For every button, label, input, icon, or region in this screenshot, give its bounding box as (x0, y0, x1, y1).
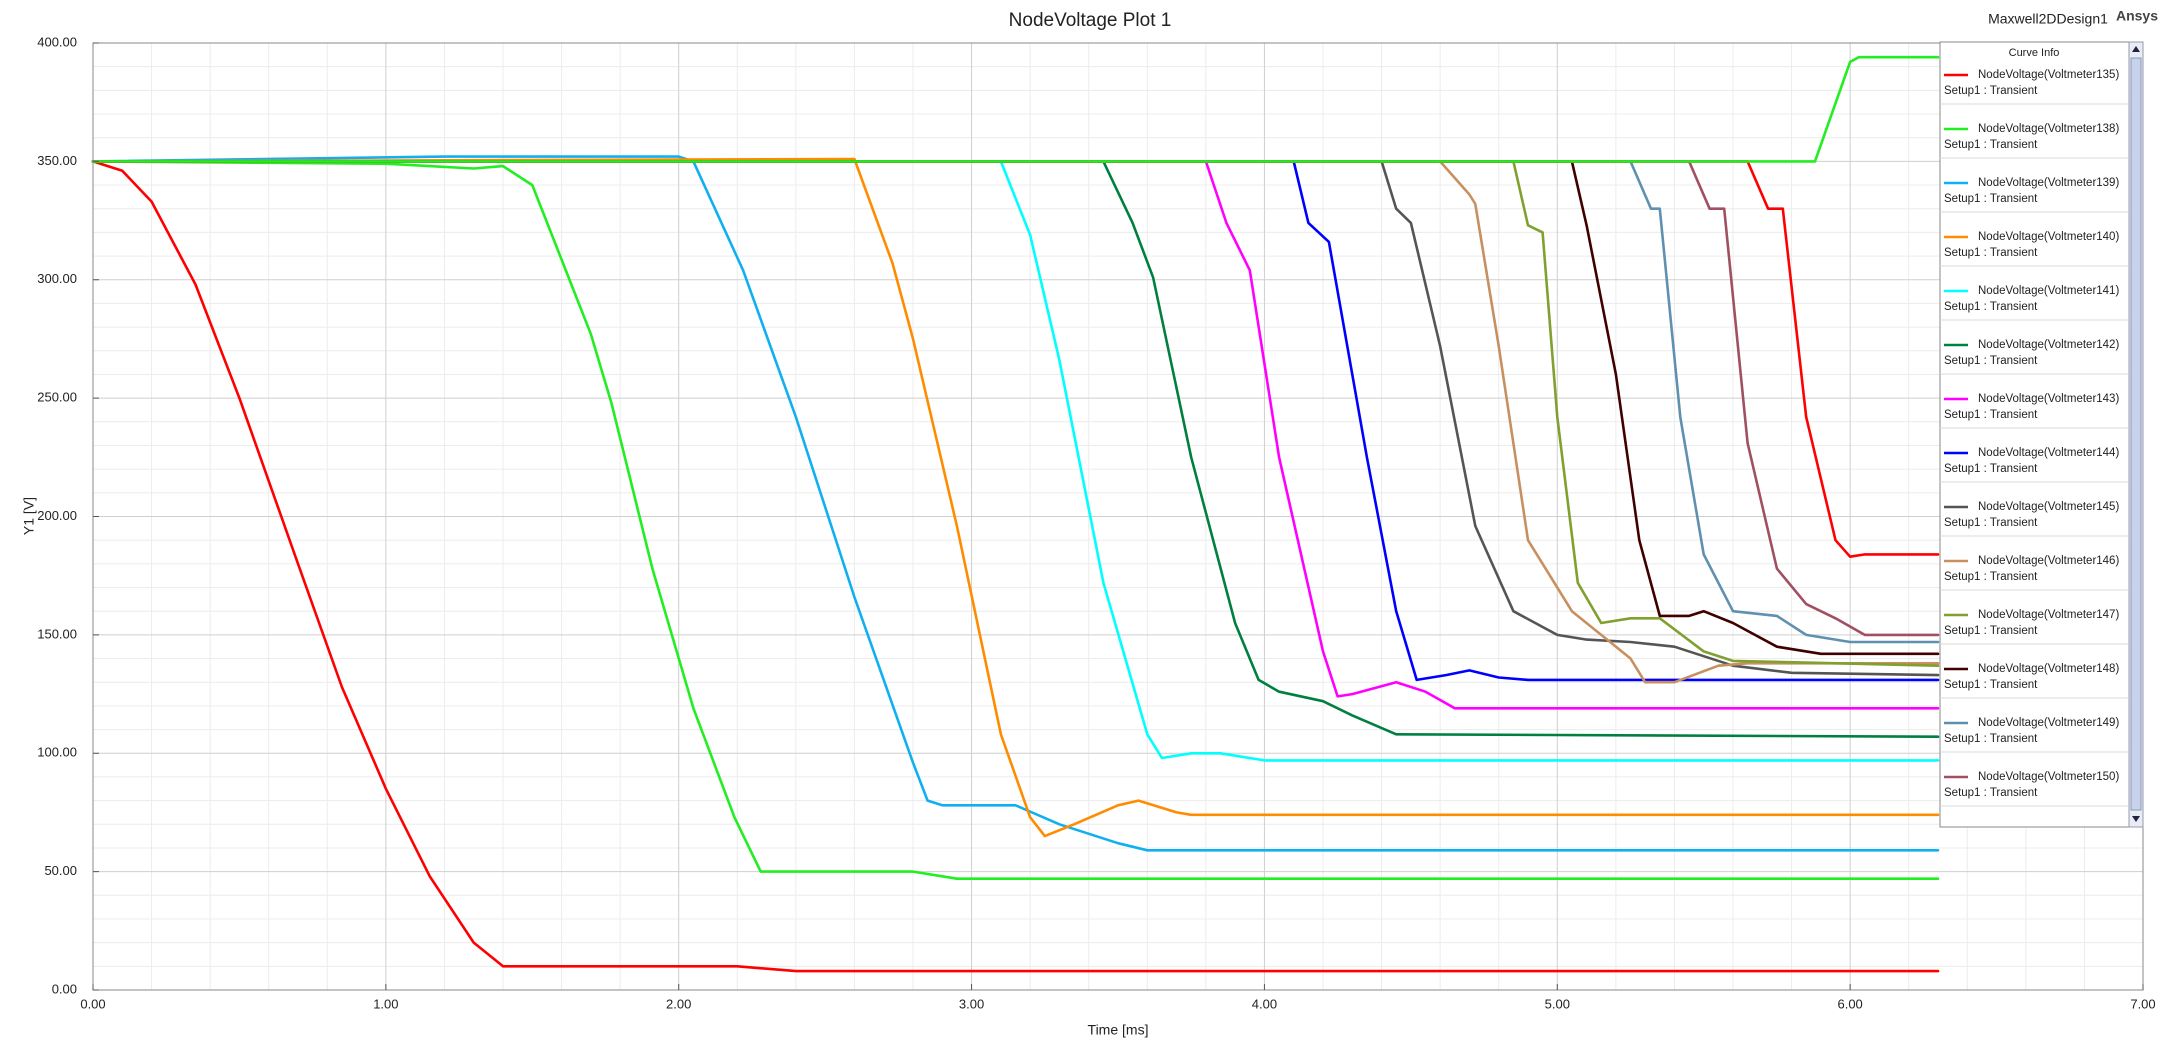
y-tick-label: 0.00 (52, 981, 77, 996)
x-tick-label: 4.00 (1252, 996, 1277, 1011)
series-line (91, 160, 1940, 558)
series-line (91, 160, 1940, 973)
legend-setup: Setup1 : Transient (1944, 571, 2038, 583)
series-line (91, 55, 1940, 163)
legend-setup: Setup1 : Transient (1944, 463, 2038, 475)
series-line (91, 160, 1940, 762)
axes: 0.00 1.00 2.00 3.00 4.00 5.00 6.00 7.00 0.00 50.0… (37, 34, 2155, 1011)
series-line (91, 160, 1940, 880)
legend-label: NodeVoltage(Voltmeter135) (1978, 69, 2119, 81)
series-line (91, 157, 1940, 838)
series-line (91, 160, 1940, 667)
legend-label: NodeVoltage(Voltmeter139) (1978, 177, 2119, 189)
chart-title: NodeVoltage Plot 1 (1009, 10, 1172, 31)
legend-setup: Setup1 : Transient (1944, 355, 2038, 367)
x-tick-label: 5.00 (1545, 996, 1570, 1011)
legend-label: NodeVoltage(Voltmeter140) (1978, 231, 2119, 243)
legend-label: NodeVoltage(Voltmeter143) (1978, 393, 2119, 405)
legend-setup: Setup1 : Transient (1944, 517, 2038, 529)
x-tick-label: 3.00 (959, 996, 984, 1011)
legend-label: NodeVoltage(Voltmeter141) (1978, 285, 2119, 297)
series-line (91, 160, 1940, 684)
grid (92, 42, 2144, 991)
legend-setup: Setup1 : Transient (1944, 625, 2038, 637)
legend-setup: Setup1 : Transient (1944, 787, 2038, 799)
series-line (91, 155, 1940, 852)
x-tick-label: 6.00 (1837, 996, 1862, 1011)
x-tick-label: 2.00 (666, 996, 691, 1011)
design-name: Maxwell2DDesign1 (1988, 11, 2108, 27)
legend-label: NodeVoltage(Voltmeter145) (1978, 501, 2119, 513)
legend-setup: Setup1 : Transient (1944, 193, 2038, 205)
y-tick-label: 400.00 (37, 34, 77, 49)
y-tick-label: 50.00 (44, 863, 77, 878)
x-tick-label: 1.00 (373, 996, 398, 1011)
series-line (91, 160, 1940, 710)
x-tick-label: 7.00 (2130, 996, 2155, 1011)
x-tick-label: 0.00 (80, 996, 105, 1011)
legend-setup: Setup1 : Transient (1944, 679, 2038, 691)
legend-setup: Setup1 : Transient (1944, 301, 2038, 313)
scroll-up-arrow[interactable] (2132, 46, 2140, 52)
y-tick-label: 200.00 (37, 508, 77, 523)
legend-label: NodeVoltage(Voltmeter146) (1978, 555, 2119, 567)
series-line (91, 160, 1940, 656)
legend-label: NodeVoltage(Voltmeter138) (1978, 123, 2119, 135)
legend-setup: Setup1 : Transient (1944, 247, 2038, 259)
legend-setup: Setup1 : Transient (1944, 409, 2038, 421)
series-line (91, 160, 1940, 677)
series-line (91, 160, 1940, 644)
y-axis-label: Y1 [V] (21, 497, 37, 535)
legend-label: NodeVoltage(Voltmeter148) (1978, 663, 2119, 675)
legend-scroll-thumb[interactable] (2130, 57, 2142, 811)
legend-setup: Setup1 : Transient (1944, 139, 2038, 151)
legend-label: NodeVoltage(Voltmeter144) (1978, 447, 2119, 459)
y-tick-label: 300.00 (37, 271, 77, 286)
x-axis-label: Time [ms] (1088, 1022, 1149, 1038)
legend-label: NodeVoltage(Voltmeter150) (1978, 771, 2119, 783)
series-line (91, 160, 1940, 637)
y-tick-label: 250.00 (37, 390, 77, 405)
brand: Ansys (2116, 8, 2158, 24)
legend: Curve Info NodeVoltage(Voltmeter135) Setu… (1939, 41, 2144, 828)
y-tick-label: 100.00 (37, 745, 77, 760)
lines (91, 55, 1940, 973)
legend-setup: Setup1 : Transient (1944, 85, 2038, 97)
legend-label: NodeVoltage(Voltmeter149) (1978, 717, 2119, 729)
y-tick-label: 150.00 (37, 626, 77, 641)
legend-label: NodeVoltage(Voltmeter142) (1978, 339, 2119, 351)
legend-title: Curve Info (2009, 47, 2060, 59)
y-tick-label: 350.00 (37, 153, 77, 168)
series-line (91, 160, 1940, 682)
series-line (91, 160, 1940, 738)
scroll-down-arrow[interactable] (2132, 816, 2140, 822)
legend-box (1939, 41, 2144, 828)
legend-label: NodeVoltage(Voltmeter147) (1978, 609, 2119, 621)
legend-setup: Setup1 : Transient (1944, 733, 2038, 745)
